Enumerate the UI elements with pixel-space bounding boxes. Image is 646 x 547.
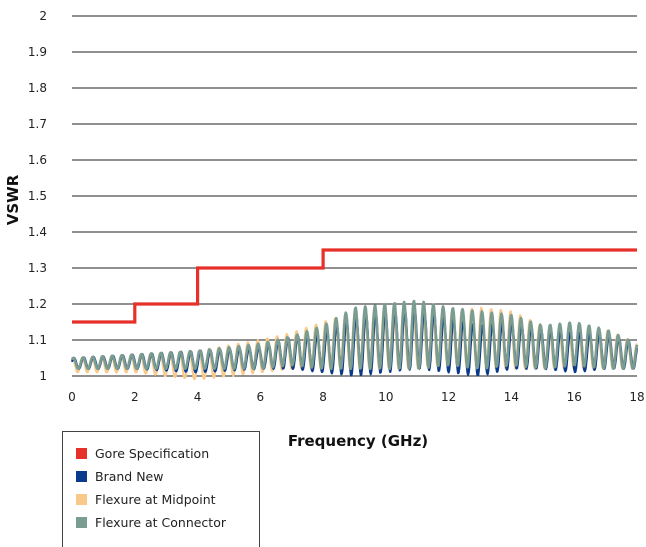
legend-item-gore-specification: Gore Specification [76,444,209,462]
series-lines [70,248,639,381]
legend-label: Gore Specification [95,445,210,461]
y-tick-label: 1.3 [28,261,47,275]
legend-label: Brand New [95,468,164,484]
x-tick-label: 12 [441,390,456,404]
series-line-gore-specification [72,248,637,324]
x-tick-label: 18 [629,390,644,404]
x-tick-labels: 0 2 4 6 8 10 12 14 16 18 [68,390,644,404]
y-tick-label: 1.5 [28,189,47,203]
y-tick-label: 1.6 [28,153,47,167]
legend-item-brand-new: Brand New [76,467,163,485]
legend-swatch [76,516,87,528]
y-tick-labels: 1 1.1 1.2 1.3 1.4 1.5 1.6 1.7 1.8 1.9 2 [28,9,47,383]
y-tick-label: 1.9 [28,45,47,59]
x-tick-label: 2 [131,390,139,404]
legend-item-flexure-connector: Flexure at Connector [76,513,226,531]
legend-swatch [76,493,87,505]
y-tick-label: 1 [39,369,47,383]
x-tick-label: 16 [567,390,582,404]
y-axis-label: VSWR [4,174,22,225]
legend-label: Flexure at Connector [95,514,226,530]
legend: Gore Specification Brand New Flexure at … [62,431,260,547]
x-tick-label: 4 [194,390,202,404]
legend-swatch [76,470,87,482]
legend-label: Flexure at Midpoint [95,491,216,507]
y-tick-label: 1.8 [28,81,47,95]
x-tick-label: 0 [68,390,76,404]
y-tick-label: 1.7 [28,117,47,131]
x-tick-label: 10 [378,390,393,404]
legend-item-flexure-midpoint: Flexure at Midpoint [76,490,216,508]
legend-swatch [76,447,87,459]
x-tick-label: 8 [319,390,327,404]
y-tick-label: 1.1 [28,333,47,347]
x-axis-label: Frequency (GHz) [288,432,428,450]
x-tick-label: 6 [257,390,265,404]
y-tick-label: 1.4 [28,225,47,239]
x-tick-label: 14 [504,390,519,404]
series-line-flexure-connector [70,299,639,371]
y-tick-label: 1.2 [28,297,47,311]
y-tick-label: 2 [39,9,47,23]
